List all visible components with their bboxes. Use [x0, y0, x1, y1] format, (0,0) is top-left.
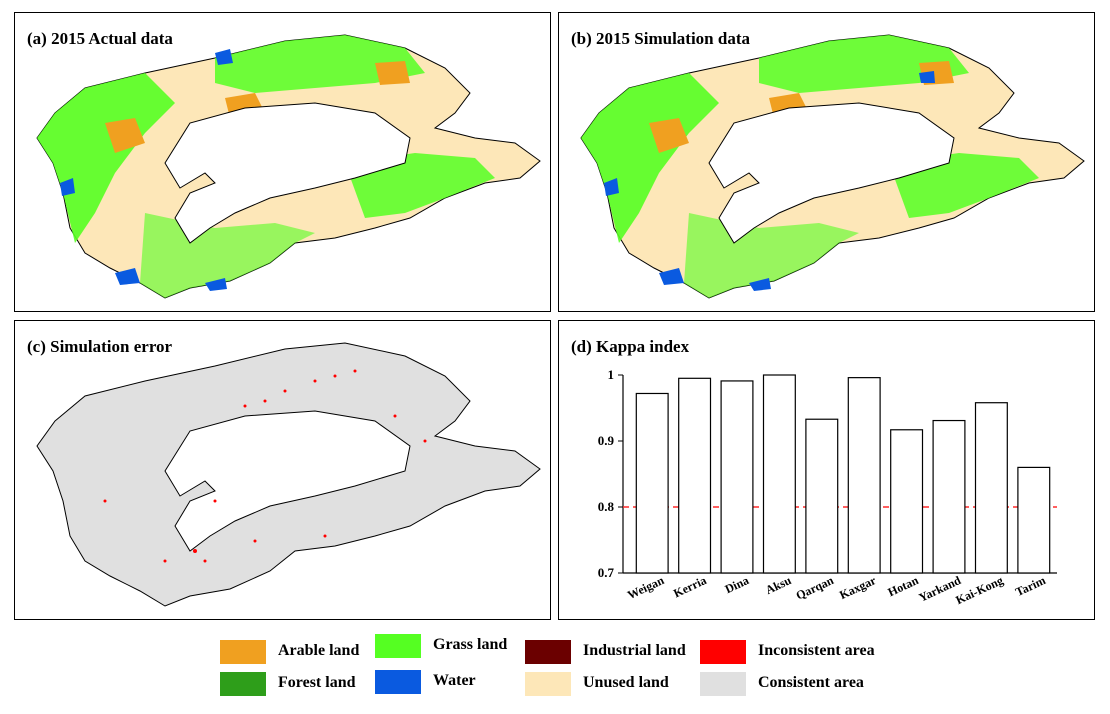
bar-tarim	[1017, 466, 1051, 574]
x-tick-label: Kai-Kong	[954, 573, 1006, 607]
legend-swatch	[375, 634, 421, 658]
x-tick-label: Tarim	[1013, 573, 1048, 599]
grass-region-north	[215, 35, 425, 93]
grass-region-south	[684, 213, 859, 298]
x-tick-label: Kerria	[671, 573, 708, 600]
panel-actual-map: (a) 2015 Actual data	[14, 12, 551, 312]
legend-swatch	[375, 670, 421, 694]
legend-label: Inconsistent area	[758, 642, 875, 659]
legend-label: Grass land	[433, 636, 508, 653]
legend-label: Arable land	[278, 642, 360, 659]
grass-region-north	[759, 35, 969, 93]
bar-yarkand	[932, 419, 966, 574]
y-tick-label: 0.9	[598, 433, 615, 448]
map-base	[36, 34, 541, 299]
y-tick-label: 0.8	[598, 499, 615, 514]
bar-aksu	[762, 374, 796, 574]
actual-land-use-map	[36, 34, 541, 299]
bar-kaxgar	[847, 377, 881, 574]
simulated-land-use-map	[580, 34, 1085, 299]
legend-label: Unused land	[583, 674, 669, 691]
panel-error-map: (c) Simulation error	[14, 320, 551, 620]
x-tick-label: Aksu	[763, 573, 793, 597]
legend-swatch	[700, 672, 746, 696]
grass-region-west	[37, 73, 175, 243]
panel-kappa-chart: 0.7 0.8 0.9 1 Weigan Kerria Dina Aksu Qarqan Kaxg…	[558, 320, 1095, 620]
panel-c-title: (c) Simulation error	[27, 337, 173, 356]
desert-interior	[164, 102, 411, 244]
desert-interior	[164, 410, 411, 552]
grass-region-south	[140, 213, 315, 298]
x-tick-label: Hotan	[886, 573, 921, 599]
simulation-error-map	[36, 342, 541, 607]
map-base	[580, 34, 1085, 299]
panel-a-title: (a) 2015 Actual data	[27, 29, 173, 48]
desert-interior	[708, 102, 955, 244]
map-base	[36, 342, 541, 607]
legend-swatch	[700, 640, 746, 664]
panel-d-title: (d) Kappa index	[571, 337, 690, 356]
legend: Arable land Grass land Industrial land Inco…	[220, 634, 920, 704]
kappa-bar-chart: 0.7 0.8 0.9 1 Weigan Kerria Dina Aksu Qarqan Kaxg…	[598, 367, 1057, 607]
inconsistent-pixels	[103, 369, 427, 563]
grass-region-west	[581, 73, 719, 243]
legend-swatch	[525, 672, 571, 696]
bar-kai-kong	[974, 402, 1008, 574]
legend-label: Industrial land	[583, 642, 686, 659]
y-tick-label: 1	[608, 367, 615, 382]
x-tick-label: Dina	[723, 573, 751, 596]
x-tick-label: Qarqan	[794, 573, 836, 603]
panel-simulation-map: (b) 2015 Simulation data	[558, 12, 1095, 312]
x-tick-label: Weigan	[625, 573, 666, 602]
bar-qarqan	[805, 418, 839, 574]
legend-swatch	[220, 672, 266, 696]
legend-label: Water	[433, 672, 476, 689]
x-tick-label: Kaxgar	[837, 573, 879, 602]
bar-dina	[720, 380, 754, 574]
legend-swatch	[220, 640, 266, 664]
y-tick-label: 0.7	[598, 565, 615, 580]
panel-b-title: (b) 2015 Simulation data	[571, 29, 750, 48]
bar-weigan	[635, 392, 669, 574]
legend-label: Forest land	[278, 674, 356, 691]
chart-bars	[635, 374, 1051, 574]
legend-swatch	[525, 640, 571, 664]
bar-hotan	[890, 429, 924, 574]
legend-label: Consistent area	[758, 674, 864, 691]
bar-kerria	[678, 377, 712, 574]
